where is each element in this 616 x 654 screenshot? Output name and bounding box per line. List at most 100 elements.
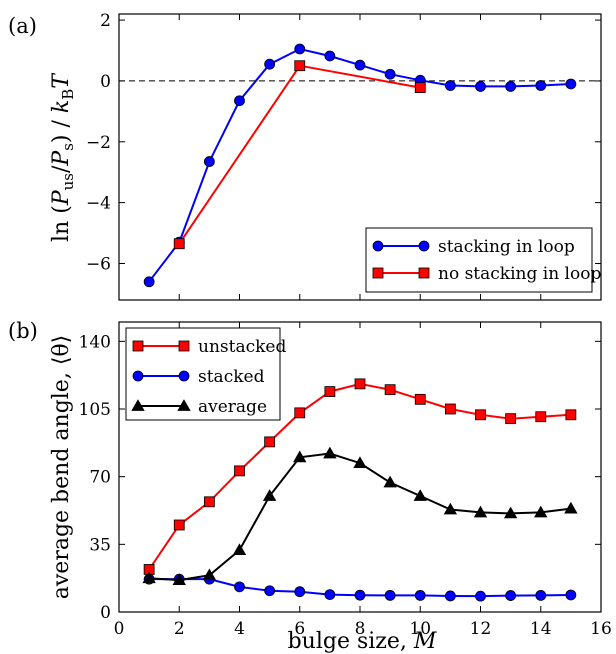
- panel-b-point: [414, 393, 426, 405]
- panel-b-x-axis-label: bulge size, M: [288, 629, 437, 654]
- panel-a-plot: −6 −4 −2 0 2 stacking in loop no stacking in l…: [86, 11, 602, 301]
- panel-a-point: [294, 43, 306, 55]
- panel-a-point: [203, 156, 215, 167]
- panel-a-legend-marker: [418, 267, 430, 279]
- panel-a-point: [384, 68, 396, 80]
- panel-b-point: [324, 589, 336, 600]
- panel-b-series-triangle: [142, 446, 578, 585]
- panel-a-ticks: −6 −4 −2 0 2: [86, 11, 602, 300]
- panel-b-point: [293, 450, 307, 463]
- panel-b-point: [534, 505, 548, 518]
- ylabel-slash: /: [49, 165, 74, 173]
- panel-b-point: [234, 581, 245, 593]
- panel-b-point: [234, 465, 245, 477]
- panel-b-ytick-label: 0: [100, 603, 111, 623]
- panel-b-legend-marker: [132, 370, 144, 382]
- panel-a-series-line: [178, 64, 421, 245]
- ylabel-p2: P: [49, 150, 74, 167]
- panel-b-point: [294, 586, 306, 598]
- panel-b-xtick-label: 8: [355, 619, 366, 639]
- panel-b-legend-box: [125, 327, 281, 421]
- ylabel-open-paren: (: [49, 205, 74, 214]
- panel-a-point: [565, 78, 577, 90]
- panel-b-point: [565, 589, 577, 601]
- panel-b-frame: [118, 321, 602, 613]
- panel-a-point: [535, 80, 547, 91]
- panel-b-point: [384, 589, 396, 601]
- panel-a-point: [143, 276, 155, 288]
- panel-b-point: [414, 589, 426, 601]
- panel-b-legend-marker: [132, 340, 144, 352]
- panel-a-legend-box: [365, 227, 593, 293]
- panel-b-label: (b): [8, 319, 38, 343]
- panel-b-point: [232, 543, 247, 556]
- panel-a-point: [324, 50, 336, 62]
- panel-b-point: [354, 589, 366, 601]
- panel-a-point: [294, 60, 306, 72]
- panel-a-point: [264, 58, 276, 70]
- panel-a-legend-label: no stacking in loop: [438, 264, 601, 284]
- panel-b-ytick-label: 35: [89, 535, 111, 555]
- panel-b-point: [264, 436, 276, 448]
- panel-a-legend-marker: [418, 240, 430, 252]
- panel-b-point: [354, 378, 366, 390]
- panel-b-point: [324, 386, 336, 398]
- ylabel-sub-s: s: [59, 143, 77, 151]
- panel-a-point: [475, 81, 486, 92]
- panel-a-point: [354, 59, 366, 71]
- panel-b-point: [202, 568, 217, 581]
- panel-b-point: [172, 573, 186, 585]
- panel-b-point: [473, 505, 488, 518]
- panel-b-ytick-label: 70: [89, 468, 111, 488]
- panel-b-point: [262, 489, 277, 501]
- panel-b-point: [535, 589, 547, 601]
- panel-b-point: [384, 384, 396, 396]
- panel-a-ytick-label: −4: [86, 194, 111, 214]
- panel-b-point: [444, 590, 456, 602]
- panel-b-point: [535, 411, 547, 423]
- panel-b-point: [173, 519, 185, 531]
- panel-a-ytick-label: −2: [86, 133, 111, 153]
- panel-b-plot: 0 2 4 6 8 10 12 14 16 0 35 70 105 140 unstacked stacked…: [79, 321, 612, 639]
- panel-b-point: [505, 413, 517, 425]
- panel-b-xtick-label: 12: [470, 619, 492, 639]
- panel-b-legend-label: average: [198, 397, 267, 417]
- panel-b-point: [505, 590, 517, 601]
- panel-a-label: (a): [8, 14, 37, 38]
- panel-a-legend-marker: [372, 267, 384, 279]
- panel-b-point: [564, 501, 578, 514]
- panel-b-point: [323, 446, 337, 459]
- ylabel-t: T: [49, 72, 74, 89]
- ylabel-k: k: [49, 100, 74, 113]
- panel-b-xtick-label: 16: [590, 619, 612, 639]
- panel-a-series-square: [173, 60, 426, 250]
- ylabel-ln: ln: [49, 214, 74, 242]
- panel-b-xtick-label: 6: [294, 619, 305, 639]
- ylabel-sub-b: B: [59, 89, 77, 100]
- panel-a-ytick-label: 0: [100, 72, 111, 92]
- panel-b-ytick-label: 105: [79, 400, 111, 420]
- panel-b-y-axis-label: average bend angle, ⟨θ⟩: [49, 335, 74, 599]
- panel-b-point: [475, 409, 486, 421]
- ylabel-p: P: [49, 189, 74, 206]
- panel-b: (b) average bend angle, ⟨θ⟩ 0 2 4 6 8 10 12 14 1…: [8, 319, 612, 654]
- panel-a-point: [414, 82, 426, 94]
- panel-a-ytick-label: −6: [86, 254, 111, 274]
- panel-b-point: [142, 571, 156, 584]
- panel-b-point: [203, 496, 215, 508]
- panel-a-point: [444, 80, 456, 91]
- panel-b-xtick-label: 2: [174, 619, 185, 639]
- panel-b-point: [443, 502, 458, 515]
- panel-a-ytick-label: 2: [100, 11, 111, 31]
- panel-b-xtick-label: 0: [114, 619, 125, 639]
- panel-b-point: [565, 409, 577, 421]
- ylabel-close-paren: ) /: [49, 113, 74, 143]
- panel-a-legend: stacking in loop no stacking in loop: [365, 227, 601, 293]
- panel-b-point: [264, 585, 276, 597]
- panel-b-legend-label: unstacked: [198, 337, 286, 357]
- panel-a-point: [505, 81, 517, 92]
- panel-b-point: [444, 403, 456, 415]
- panel-b-legend-marker: [178, 340, 190, 352]
